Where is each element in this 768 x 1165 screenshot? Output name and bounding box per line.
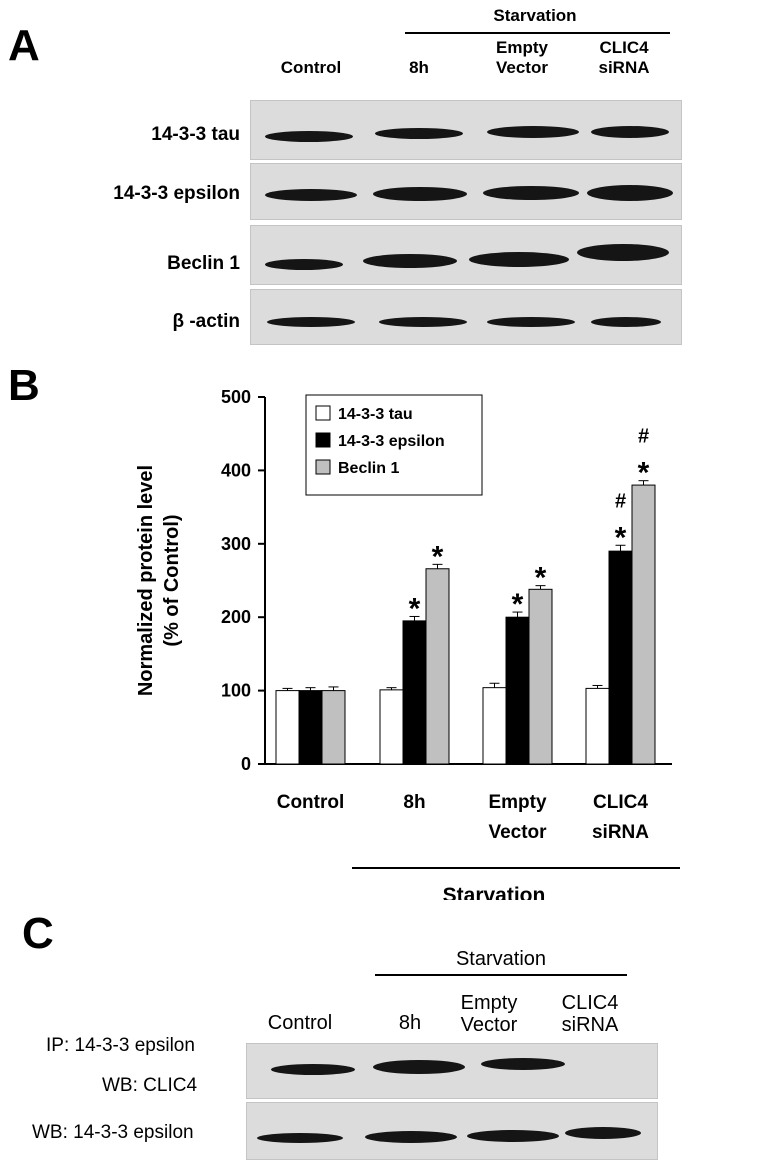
category-label: 8h: [403, 792, 425, 813]
panel-a-starvation-line: [405, 32, 670, 34]
panel-c-column-header-2: Empty Vector: [460, 992, 518, 1036]
category-label: CLIC4 siRNA: [592, 792, 649, 843]
bar: [505, 616, 530, 765]
band: [577, 244, 669, 261]
starvation-group-label: Starvation: [443, 884, 546, 900]
y-axis-label: Normalized protein level (% of Control): [135, 465, 183, 696]
significance-mark: #: [615, 490, 626, 512]
legend-entry: 14-3-3 epsilon: [338, 433, 445, 450]
band: [483, 186, 579, 200]
bar: [379, 689, 404, 765]
band: [365, 1131, 457, 1143]
panel-c-column-header-3: CLIC4 siRNA: [561, 992, 619, 1036]
band: [265, 189, 357, 201]
band: [379, 317, 467, 327]
bar: [298, 690, 323, 765]
bar: [275, 690, 300, 765]
panel-c-starvation-label: Starvation: [455, 948, 547, 970]
panel-a-column-header-2: Empty Vector: [496, 38, 548, 77]
band: [587, 185, 673, 201]
blot-row-label-epsilon: 14-3-3 epsilon: [113, 183, 240, 204]
bar: [608, 550, 633, 765]
panel-b-label: B: [8, 361, 40, 410]
ip-row-label: IP: 14-3-3 epsilon: [46, 1035, 195, 1056]
blot-row-label-actin: β -actin: [172, 311, 240, 332]
panel-a-column-header-3: CLIC4 siRNA: [598, 38, 650, 77]
band: [467, 1130, 559, 1142]
panel-a-column-header-0: Control: [280, 58, 342, 77]
coip-blot-epsilon: [246, 1102, 658, 1160]
significance-mark: *: [409, 592, 421, 625]
blot-strip-beclin: [250, 225, 682, 285]
band: [487, 317, 575, 327]
band: [373, 187, 467, 201]
panel-c-column-header-1: 8h: [398, 1012, 422, 1034]
bar: [402, 620, 427, 765]
legend-entry: 14-3-3 tau: [338, 406, 413, 423]
significance-mark: #: [638, 426, 649, 448]
legend-entry: Beclin 1: [338, 460, 399, 477]
panel-c-label: C: [22, 909, 54, 958]
bar: [425, 568, 450, 765]
significance-mark: *: [615, 521, 627, 554]
bar: [482, 687, 507, 765]
band: [565, 1127, 641, 1139]
band: [267, 317, 355, 327]
legend: [305, 394, 483, 496]
band: [373, 1060, 465, 1074]
bar: [321, 690, 346, 765]
bar: [528, 588, 553, 765]
blot-row-label-tau: 14-3-3 tau: [151, 124, 240, 145]
significance-mark: *: [432, 540, 444, 573]
y-tick-label: 400: [221, 460, 251, 480]
band: [257, 1133, 343, 1143]
band: [363, 254, 457, 268]
blot-strip-epsilon: [250, 163, 682, 220]
band: [487, 126, 579, 138]
bar: [585, 687, 610, 765]
band: [591, 126, 669, 138]
y-tick-label: 300: [221, 534, 251, 554]
band: [265, 259, 343, 270]
y-tick-label: 200: [221, 607, 251, 627]
significance-mark: *: [535, 562, 547, 595]
legend-swatch: [315, 432, 331, 448]
band: [591, 317, 661, 327]
y-tick-label: 100: [221, 681, 251, 701]
band: [469, 252, 569, 267]
legend-swatch: [315, 459, 331, 475]
y-tick-label: 0: [241, 754, 251, 774]
panel-c-column-header-0: Control: [267, 1012, 333, 1034]
category-label: Empty Vector: [488, 792, 547, 843]
bar: [631, 484, 656, 765]
blot-row-label-beclin: Beclin 1: [167, 253, 240, 274]
band: [375, 128, 463, 139]
band: [271, 1064, 355, 1075]
blot-strip-actin: [250, 289, 682, 345]
category-label: Control: [277, 792, 345, 813]
band: [265, 131, 353, 142]
protein-level-bar-chart: 0 100 200 300 400 500 Normalized protein level…: [135, 387, 680, 900]
wb-clic4-row-label: WB: CLIC4: [102, 1075, 198, 1096]
panel-a-column-header-1: 8h: [409, 58, 429, 77]
y-tick-label: 500: [221, 387, 251, 407]
wb-epsilon-row-label: WB: 14-3-3 epsilon: [32, 1122, 194, 1143]
panel-c-starvation-line: [375, 974, 627, 976]
coip-blot-clic4: [246, 1043, 658, 1099]
significance-mark: *: [512, 588, 524, 621]
blot-strip-tau: [250, 100, 682, 160]
panel-a-starvation-label: Starvation: [493, 6, 577, 25]
panel-a-label: A: [8, 21, 40, 70]
band: [481, 1058, 565, 1070]
legend-swatch: [315, 405, 331, 421]
significance-mark: *: [638, 457, 650, 490]
